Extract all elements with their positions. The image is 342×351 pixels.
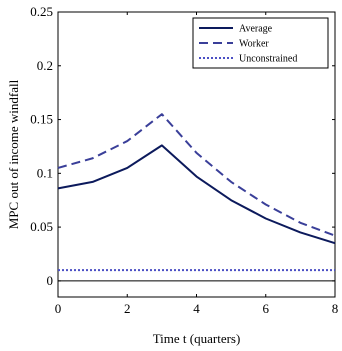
x-ticks: 0 2 4 6 8 bbox=[55, 12, 339, 316]
y-tick-label: 0.2 bbox=[37, 58, 53, 73]
legend-label-worker: Worker bbox=[239, 39, 269, 50]
x-tick-label: 0 bbox=[55, 301, 62, 316]
y-tick-label: 0.15 bbox=[30, 112, 53, 127]
plot-area: 0 2 4 6 8 0 0.05 0.1 0.15 0.2 0.25 bbox=[30, 4, 338, 316]
legend-label-average: Average bbox=[239, 24, 273, 35]
y-tick-label: 0 bbox=[47, 273, 54, 288]
legend-label-unconstrained: Unconstrained bbox=[239, 54, 297, 65]
y-tick-label: 0.05 bbox=[30, 219, 53, 234]
series-line-worker bbox=[57, 113, 336, 237]
x-tick-label: 8 bbox=[332, 301, 339, 316]
legend: Average Worker Unconstrained bbox=[192, 17, 329, 69]
series-line-average bbox=[57, 144, 336, 245]
y-tick-label: 0.25 bbox=[30, 4, 53, 19]
x-tick-label: 4 bbox=[193, 301, 200, 316]
x-axis-label: Time t (quarters) bbox=[153, 331, 241, 346]
y-axis-label: MPC out of income windfall bbox=[6, 79, 21, 229]
y-ticks: 0 0.05 0.1 0.15 0.2 0.25 bbox=[30, 4, 335, 288]
y-tick-label: 0.1 bbox=[37, 165, 53, 180]
x-tick-label: 2 bbox=[124, 301, 131, 316]
series-layer bbox=[57, 113, 336, 272]
x-tick-label: 6 bbox=[263, 301, 270, 316]
